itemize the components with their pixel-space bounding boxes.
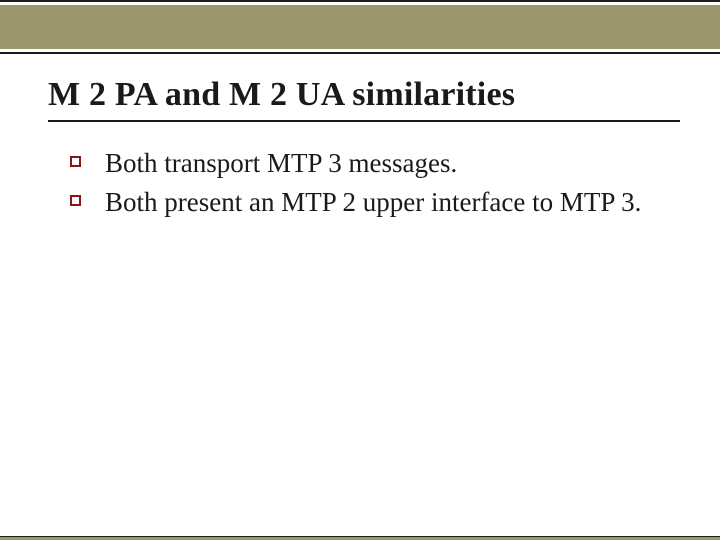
- bullet-text: Both present an MTP 2 upper interface to…: [105, 185, 641, 220]
- square-bullet-icon: [70, 156, 81, 167]
- list-item: Both transport MTP 3 messages.: [70, 146, 680, 181]
- bullet-list: Both transport MTP 3 messages. Both pres…: [48, 146, 680, 220]
- square-bullet-icon: [70, 195, 81, 206]
- top-decorative-band: [0, 0, 720, 54]
- slide-title: M 2 PA and M 2 UA similarities: [48, 76, 680, 122]
- top-band-fill: [0, 5, 720, 49]
- slide-content: M 2 PA and M 2 UA similarities Both tran…: [0, 54, 720, 220]
- bullet-text: Both transport MTP 3 messages.: [105, 146, 457, 181]
- list-item: Both present an MTP 2 upper interface to…: [70, 185, 680, 220]
- bottom-decorative-band: [0, 536, 720, 540]
